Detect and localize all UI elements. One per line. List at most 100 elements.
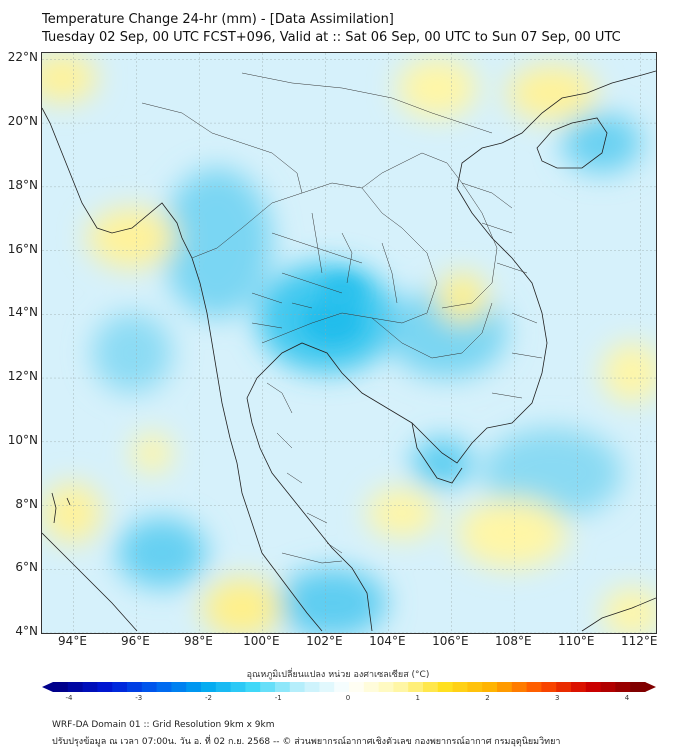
colorbar-segment	[378, 682, 394, 692]
warm-anomaly-nw	[42, 53, 97, 103]
vietnam-provinces	[461, 182, 543, 399]
sumatra-coast	[42, 532, 138, 632]
lon-label: 110°E	[558, 634, 595, 648]
coastlines-and-borders	[42, 70, 656, 632]
lat-label: 14°N	[7, 305, 38, 320]
andaman-islands	[51, 492, 71, 524]
footer-model-info: WRF-DA Domain 01 :: Grid Resolution 9km …	[52, 720, 275, 730]
cool-anomaly-sea	[482, 428, 622, 518]
coastline-mekong	[411, 422, 463, 484]
colorbar-segment	[408, 682, 424, 692]
admin-borders	[141, 72, 543, 564]
lat-label: 16°N	[7, 241, 38, 256]
temperature-change-map	[42, 53, 656, 633]
footer-update-info: ปรับปรุงข้อมูล ณ เวลา 07:00น. วัน อ. ที่…	[52, 737, 561, 747]
colorbar-segment	[67, 682, 84, 692]
borneo-coast	[581, 597, 656, 632]
colorbar-tick-label: 0	[345, 694, 351, 702]
hainan-island	[536, 117, 608, 169]
colorbar-segment	[141, 682, 158, 692]
lon-label: 96°E	[121, 634, 150, 648]
lat-label: 20°N	[7, 114, 38, 129]
colorbar-segment	[393, 682, 409, 692]
lon-label: 100°E	[243, 634, 280, 648]
colorbar-segment	[289, 682, 306, 692]
lon-label: 98°E	[183, 634, 213, 648]
colorbar-segment	[511, 682, 528, 692]
colorbar	[42, 682, 656, 692]
myanmar-border	[141, 102, 303, 194]
colorbar-segment	[423, 682, 439, 692]
warm-anomaly-gulf	[367, 488, 437, 538]
colorbar-segment	[319, 682, 335, 692]
colorbar-segment	[112, 682, 128, 692]
colorbar-segment	[600, 682, 616, 692]
lon-label: 106°E	[432, 634, 469, 648]
warm-anomaly-gulf-tonkin	[507, 65, 597, 121]
colorbar-segment	[615, 682, 631, 692]
colorbar-segment	[541, 682, 557, 692]
warm-anomaly-north	[397, 58, 477, 118]
colorbar-segment	[230, 682, 246, 692]
colorbar-segment	[437, 682, 454, 692]
colorbar-segment	[452, 682, 468, 692]
colorbar-tick-label: 1	[415, 694, 420, 702]
colorbar-tick-label: 3	[555, 694, 560, 702]
map-panel	[41, 52, 657, 634]
colorbar-tick-label: -1	[274, 694, 282, 702]
warm-anomaly-scs	[457, 498, 567, 568]
cool-anomaly-myanmar	[162, 168, 272, 318]
lon-label: 108°E	[495, 634, 532, 648]
colorbar-segment	[482, 682, 498, 692]
cool-anomaly-hainan	[562, 113, 642, 173]
colorbar-tick-label: 4	[624, 694, 630, 702]
lon-label: 104°E	[369, 634, 406, 648]
lat-lon-grid	[42, 53, 656, 633]
colorbar-segment	[571, 682, 587, 692]
colorbar-segment	[260, 682, 276, 692]
lat-label: 18°N	[7, 177, 38, 192]
lat-label: 22°N	[7, 50, 38, 65]
warm-anomaly-laos-south	[437, 273, 487, 323]
colorbar-tick-label: -3	[135, 694, 143, 702]
lon-label: 112°E	[621, 634, 658, 648]
colorbar-extend-max	[645, 682, 656, 692]
colorbar-segment	[186, 682, 202, 692]
thai-provinces	[251, 212, 398, 554]
warm-anomaly-andaman	[132, 433, 172, 473]
colorbar-segment	[334, 682, 350, 692]
colorbar-segment	[556, 682, 572, 692]
colorbar-tick-label: -4	[65, 694, 73, 702]
temperature-field	[42, 53, 656, 633]
chart-title: Temperature Change 24-hr (mm) - [Data As…	[42, 12, 394, 27]
colorbar-extend-min	[42, 682, 53, 692]
coastline-west	[42, 107, 323, 632]
colorbar-segment	[275, 682, 291, 692]
warm-anomaly-east	[602, 343, 656, 403]
warm-anomaly-se	[602, 588, 656, 633]
colorbar-segment	[245, 682, 261, 692]
cool-anomaly-bay	[92, 313, 172, 393]
colorbar-tick-label: 2	[485, 694, 490, 702]
warm-anomaly-south	[202, 578, 282, 633]
cool-anomaly-andaman	[117, 518, 207, 588]
colorbar-segment	[304, 682, 320, 692]
lat-label: 8°N	[15, 496, 38, 511]
lon-label: 102°E	[306, 634, 343, 648]
warm-anomaly-west	[87, 208, 177, 268]
lon-label: 94°E	[58, 634, 87, 648]
colorbar-segment	[156, 682, 172, 692]
colorbar-segment	[630, 682, 646, 692]
chart-subtitle: Tuesday 02 Sep, 00 UTC FCST+096, Valid a…	[42, 30, 621, 45]
colorbar-segment	[171, 682, 187, 692]
colorbar-segment	[215, 682, 232, 692]
lat-label: 4°N	[15, 624, 38, 638]
colorbar-tick-label: -2	[205, 694, 212, 702]
thai-border	[191, 182, 438, 344]
colorbar-segment	[201, 682, 217, 692]
coastline-gulf	[246, 142, 548, 632]
colorbar-segment	[526, 682, 542, 692]
cool-anomaly-malaya	[277, 568, 387, 633]
colorbar-segment	[127, 682, 143, 692]
colorbar-segment	[349, 682, 365, 692]
